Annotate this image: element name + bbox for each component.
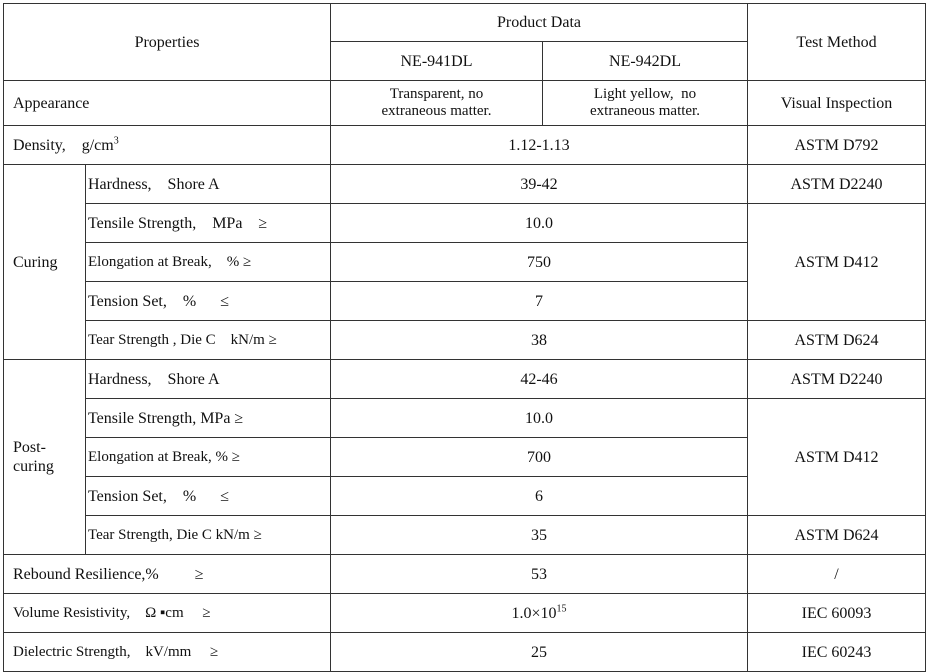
- table-row: Elongation at Break, % ≥700: [4, 437, 926, 477]
- value-cell: 1.12-1.13: [329, 125, 749, 165]
- method-cell: ASTM D412: [747, 203, 927, 321]
- group-cell: Post- curing: [3, 359, 86, 555]
- property-cell: Hardness, Shore A: [85, 359, 331, 399]
- table-row: Post- curing Hardness, Shore A 42-46 ASTM D…: [3, 359, 927, 555]
- superscript: 3: [113, 135, 119, 147]
- value-cell: 10.0: [329, 203, 749, 243]
- property-cell: Dielectric Strength, kV/mm ≥: [3, 632, 331, 672]
- method-cell: IEC 60093: [747, 593, 927, 633]
- property-cell: Elongation at Break, % ≥: [85, 242, 331, 282]
- method-cell: /: [747, 554, 927, 594]
- value-cell: Light yellow, no extraneous matter.: [541, 80, 749, 126]
- table-row: Tear Strength , Die C kN/m ≥38 ASTM D624: [4, 320, 927, 360]
- property-cell: Tension Set, % ≤: [85, 281, 331, 321]
- method-cell: ASTM D624: [747, 320, 927, 360]
- table-row: Elongation at Break, % ≥750: [4, 242, 926, 282]
- table-row: Tension Set, % ≤7: [4, 281, 926, 321]
- group-cell: Curing: [3, 164, 86, 360]
- value-cell: 39-42: [329, 164, 749, 204]
- value-cell: 25: [329, 632, 749, 672]
- table-row: Tensile Strength, MPa ≥10.0 ASTM D412: [4, 398, 927, 516]
- property-cell: Volume Resistivity, Ω ▪cm ≥: [3, 593, 331, 633]
- value-cell: 750: [329, 242, 749, 282]
- table-row: Tear Strength, Die C kN/m ≥35 ASTM D624: [4, 515, 927, 555]
- table-row: Curing Hardness, Shore A 39-42 ASTM D2240: [3, 164, 927, 360]
- header-cell: Test Method: [747, 3, 927, 81]
- property-cell: Tensile Strength, MPa ≥: [85, 203, 331, 243]
- value-cell: 35: [329, 515, 749, 555]
- value-text: 1.0×10: [511, 604, 557, 622]
- table-row: Tension Set, % ≤6: [4, 476, 926, 516]
- value-cell: Transparent, no extraneous matter.: [330, 80, 543, 126]
- method-cell: ASTM D624: [747, 515, 927, 555]
- header-cell: Properties: [3, 3, 331, 81]
- method-cell: ASTM D2240: [747, 359, 927, 399]
- property-text: Density, g/cm: [13, 136, 114, 154]
- table-row: Tensile Strength, MPa ≥10.0 ASTM D412: [4, 203, 927, 321]
- header-cell: NE-941DL: [330, 41, 543, 81]
- property-cell: Density, g/cm3: [3, 125, 331, 165]
- property-cell: Appearance: [3, 80, 331, 126]
- value-cell: 10.0: [329, 398, 749, 438]
- header-cell: Product Data: [329, 3, 749, 42]
- method-cell: ASTM D412: [747, 398, 927, 516]
- property-cell: Tension Set, % ≤: [85, 476, 331, 516]
- property-cell: Tear Strength , Die C kN/m ≥: [85, 320, 331, 360]
- method-cell: ASTM D2240: [747, 164, 927, 204]
- method-cell: IEC 60243: [747, 632, 927, 672]
- property-cell: Hardness, Shore A: [85, 164, 331, 204]
- properties-table: Properties Product Data Test Method NE-941…: [3, 3, 927, 672]
- property-cell: Tear Strength, Die C kN/m ≥: [85, 515, 331, 555]
- superscript: 15: [556, 603, 567, 615]
- property-cell: Elongation at Break, % ≥: [85, 437, 331, 477]
- value-cell: 1.0×1015: [329, 593, 749, 633]
- property-cell: Rebound Resilience,% ≥: [3, 554, 331, 594]
- header-cell: NE-942DL: [541, 41, 749, 81]
- value-cell: 7: [329, 281, 749, 321]
- value-cell: 700: [329, 437, 749, 477]
- method-cell: ASTM D792: [747, 125, 927, 165]
- value-cell: 6: [329, 476, 749, 516]
- value-cell: 53: [329, 554, 749, 594]
- value-cell: 42-46: [329, 359, 749, 399]
- property-cell: Tensile Strength, MPa ≥: [85, 398, 331, 438]
- method-cell: Visual Inspection: [747, 80, 927, 126]
- value-cell: 38: [329, 320, 749, 360]
- groups: Curing Hardness, Shore A 39-42 ASTM D2240 Te…: [3, 164, 927, 555]
